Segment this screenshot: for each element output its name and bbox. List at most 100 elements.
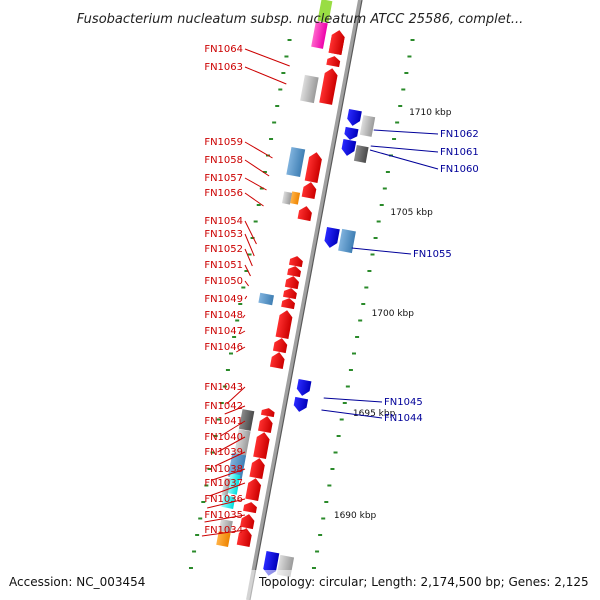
- leader-line: [244, 141, 273, 159]
- gene-label-fn1039: FN1039: [204, 447, 243, 458]
- leader-line: [242, 314, 246, 319]
- gene-label-fn1055: FN1055: [413, 249, 452, 260]
- forward-gene-arrow: [282, 288, 297, 300]
- gene-features: [216, 0, 376, 578]
- backbone-edge: [249, 0, 363, 600]
- gene-label-fn1057: FN1057: [204, 173, 243, 184]
- leader-line: [244, 233, 255, 257]
- forward-gene-arrow: [328, 30, 345, 55]
- forward-gene-arrow: [326, 56, 341, 68]
- gene-label-fn1047: FN1047: [204, 326, 243, 337]
- scale-label: 1710 kbp: [409, 108, 452, 118]
- gene-product-box: [221, 477, 231, 497]
- forward-gene-arrow: [319, 68, 338, 105]
- leader-line: [244, 220, 257, 245]
- gene-label-fn1041: FN1041: [204, 416, 243, 427]
- gene-label-fn1053: FN1053: [204, 229, 243, 240]
- forward-gene-arrow: [275, 310, 293, 339]
- forward-gene-arrow: [301, 182, 317, 200]
- forward-gene-arrow: [257, 416, 273, 434]
- gene-label-fn1051: FN1051: [204, 260, 243, 271]
- leader-line: [244, 159, 270, 177]
- gene-label-fn1049: FN1049: [204, 294, 243, 305]
- leader-line: [204, 514, 246, 523]
- forward-gene-arrow: [245, 478, 262, 502]
- gene-label-fn1054: FN1054: [204, 216, 243, 227]
- leader-line: [244, 280, 250, 287]
- backbone-line: [246, 0, 362, 600]
- leader-line: [207, 498, 246, 509]
- gene-label-fn1038: FN1038: [204, 464, 243, 475]
- leader-line: [209, 482, 246, 497]
- scale-label: 1700 kbp: [372, 309, 415, 319]
- genome-backbone: [246, 0, 363, 600]
- gene-product-box: [216, 531, 231, 547]
- gene-product-box: [226, 473, 241, 495]
- scale-label: 1695 kbp: [353, 409, 396, 419]
- gene-labels: FN1064 FN1063 FN1059 FN1058 FN1057 FN1056 FN10…: [201, 44, 479, 537]
- gene-product-box: [317, 0, 333, 23]
- forward-gene-arrow: [260, 408, 275, 418]
- gene-label-fn1044: FN1044: [384, 413, 423, 424]
- leader-line: [214, 451, 246, 467]
- gene-label-fn1064: FN1064: [204, 44, 243, 55]
- leader-line: [220, 420, 246, 437]
- leader-line: [244, 66, 287, 85]
- gene-product-box: [227, 452, 247, 480]
- gene-label-fn1058: FN1058: [204, 155, 243, 166]
- map-title: Fusobacterium nucleatum subsp. nucleatum…: [77, 12, 524, 27]
- gene-label-fn1034: FN1034: [204, 525, 243, 536]
- scale-label: 1690 kbp: [334, 511, 377, 521]
- forward-gene-arrow: [269, 352, 285, 370]
- reverse-gene-arrow: [324, 226, 340, 248]
- reverse-gene-arrow: [347, 108, 362, 126]
- gene-product-box: [359, 115, 376, 137]
- reverse-gene-arrow: [341, 138, 357, 156]
- gene-label-fn1046: FN1046: [204, 342, 243, 353]
- gene-label-fn1036: FN1036: [204, 494, 243, 505]
- gene-product-box: [338, 228, 356, 254]
- gene-label-fn1040: FN1040: [204, 432, 243, 443]
- gene-product-box: [311, 21, 328, 49]
- forward-gene-arrow: [297, 206, 312, 222]
- forward-gene-arrow: [287, 266, 301, 278]
- scale-labels: 1710 kbp 1705 kbp 1700 kbp 1695 kbp 1690 kbp: [334, 108, 452, 521]
- gene-label-fn1062: FN1062: [440, 129, 479, 140]
- reverse-gene-arrow: [296, 378, 312, 396]
- gene-product-box: [258, 292, 274, 306]
- leader-line: [212, 468, 246, 481]
- position-ticks: [188, 39, 415, 569]
- leader-line: [369, 149, 439, 170]
- reverse-gene-arrow: [344, 126, 359, 140]
- scale-label: 1705 kbp: [390, 208, 433, 218]
- gene-label-fn1050: FN1050: [204, 276, 243, 287]
- leader-line: [373, 129, 439, 135]
- gene-label-fn1052: FN1052: [204, 244, 243, 255]
- forward-gene-arrow: [253, 432, 270, 459]
- leader-line: [244, 192, 264, 207]
- reverse-gene-arrow: [263, 551, 280, 576]
- leader-line: [370, 145, 439, 153]
- gene-product-box: [234, 429, 251, 457]
- leader-line: [321, 409, 383, 419]
- accession-text: Accession: NC_003454: [9, 575, 145, 589]
- gene-product-box: [290, 191, 301, 205]
- gene-label-fn1059: FN1059: [204, 137, 243, 148]
- leader-line: [244, 248, 253, 267]
- reverse-gene-arrow: [293, 396, 309, 412]
- leader-line: [244, 264, 251, 277]
- leader-line: [226, 386, 246, 405]
- gene-product-box: [300, 74, 319, 104]
- forward-gene-arrow: [249, 458, 265, 480]
- forward-gene-arrow: [272, 338, 288, 354]
- leader-line: [236, 346, 246, 353]
- leader-line: [244, 295, 248, 300]
- forward-gene-arrow: [288, 256, 303, 268]
- gene-product-box: [353, 145, 369, 163]
- leader-line: [239, 330, 246, 335]
- footer-backdrop: [0, 570, 600, 600]
- gene-label-fn1048: FN1048: [204, 310, 243, 321]
- leader-line: [351, 247, 412, 255]
- gene-product-box: [221, 494, 236, 510]
